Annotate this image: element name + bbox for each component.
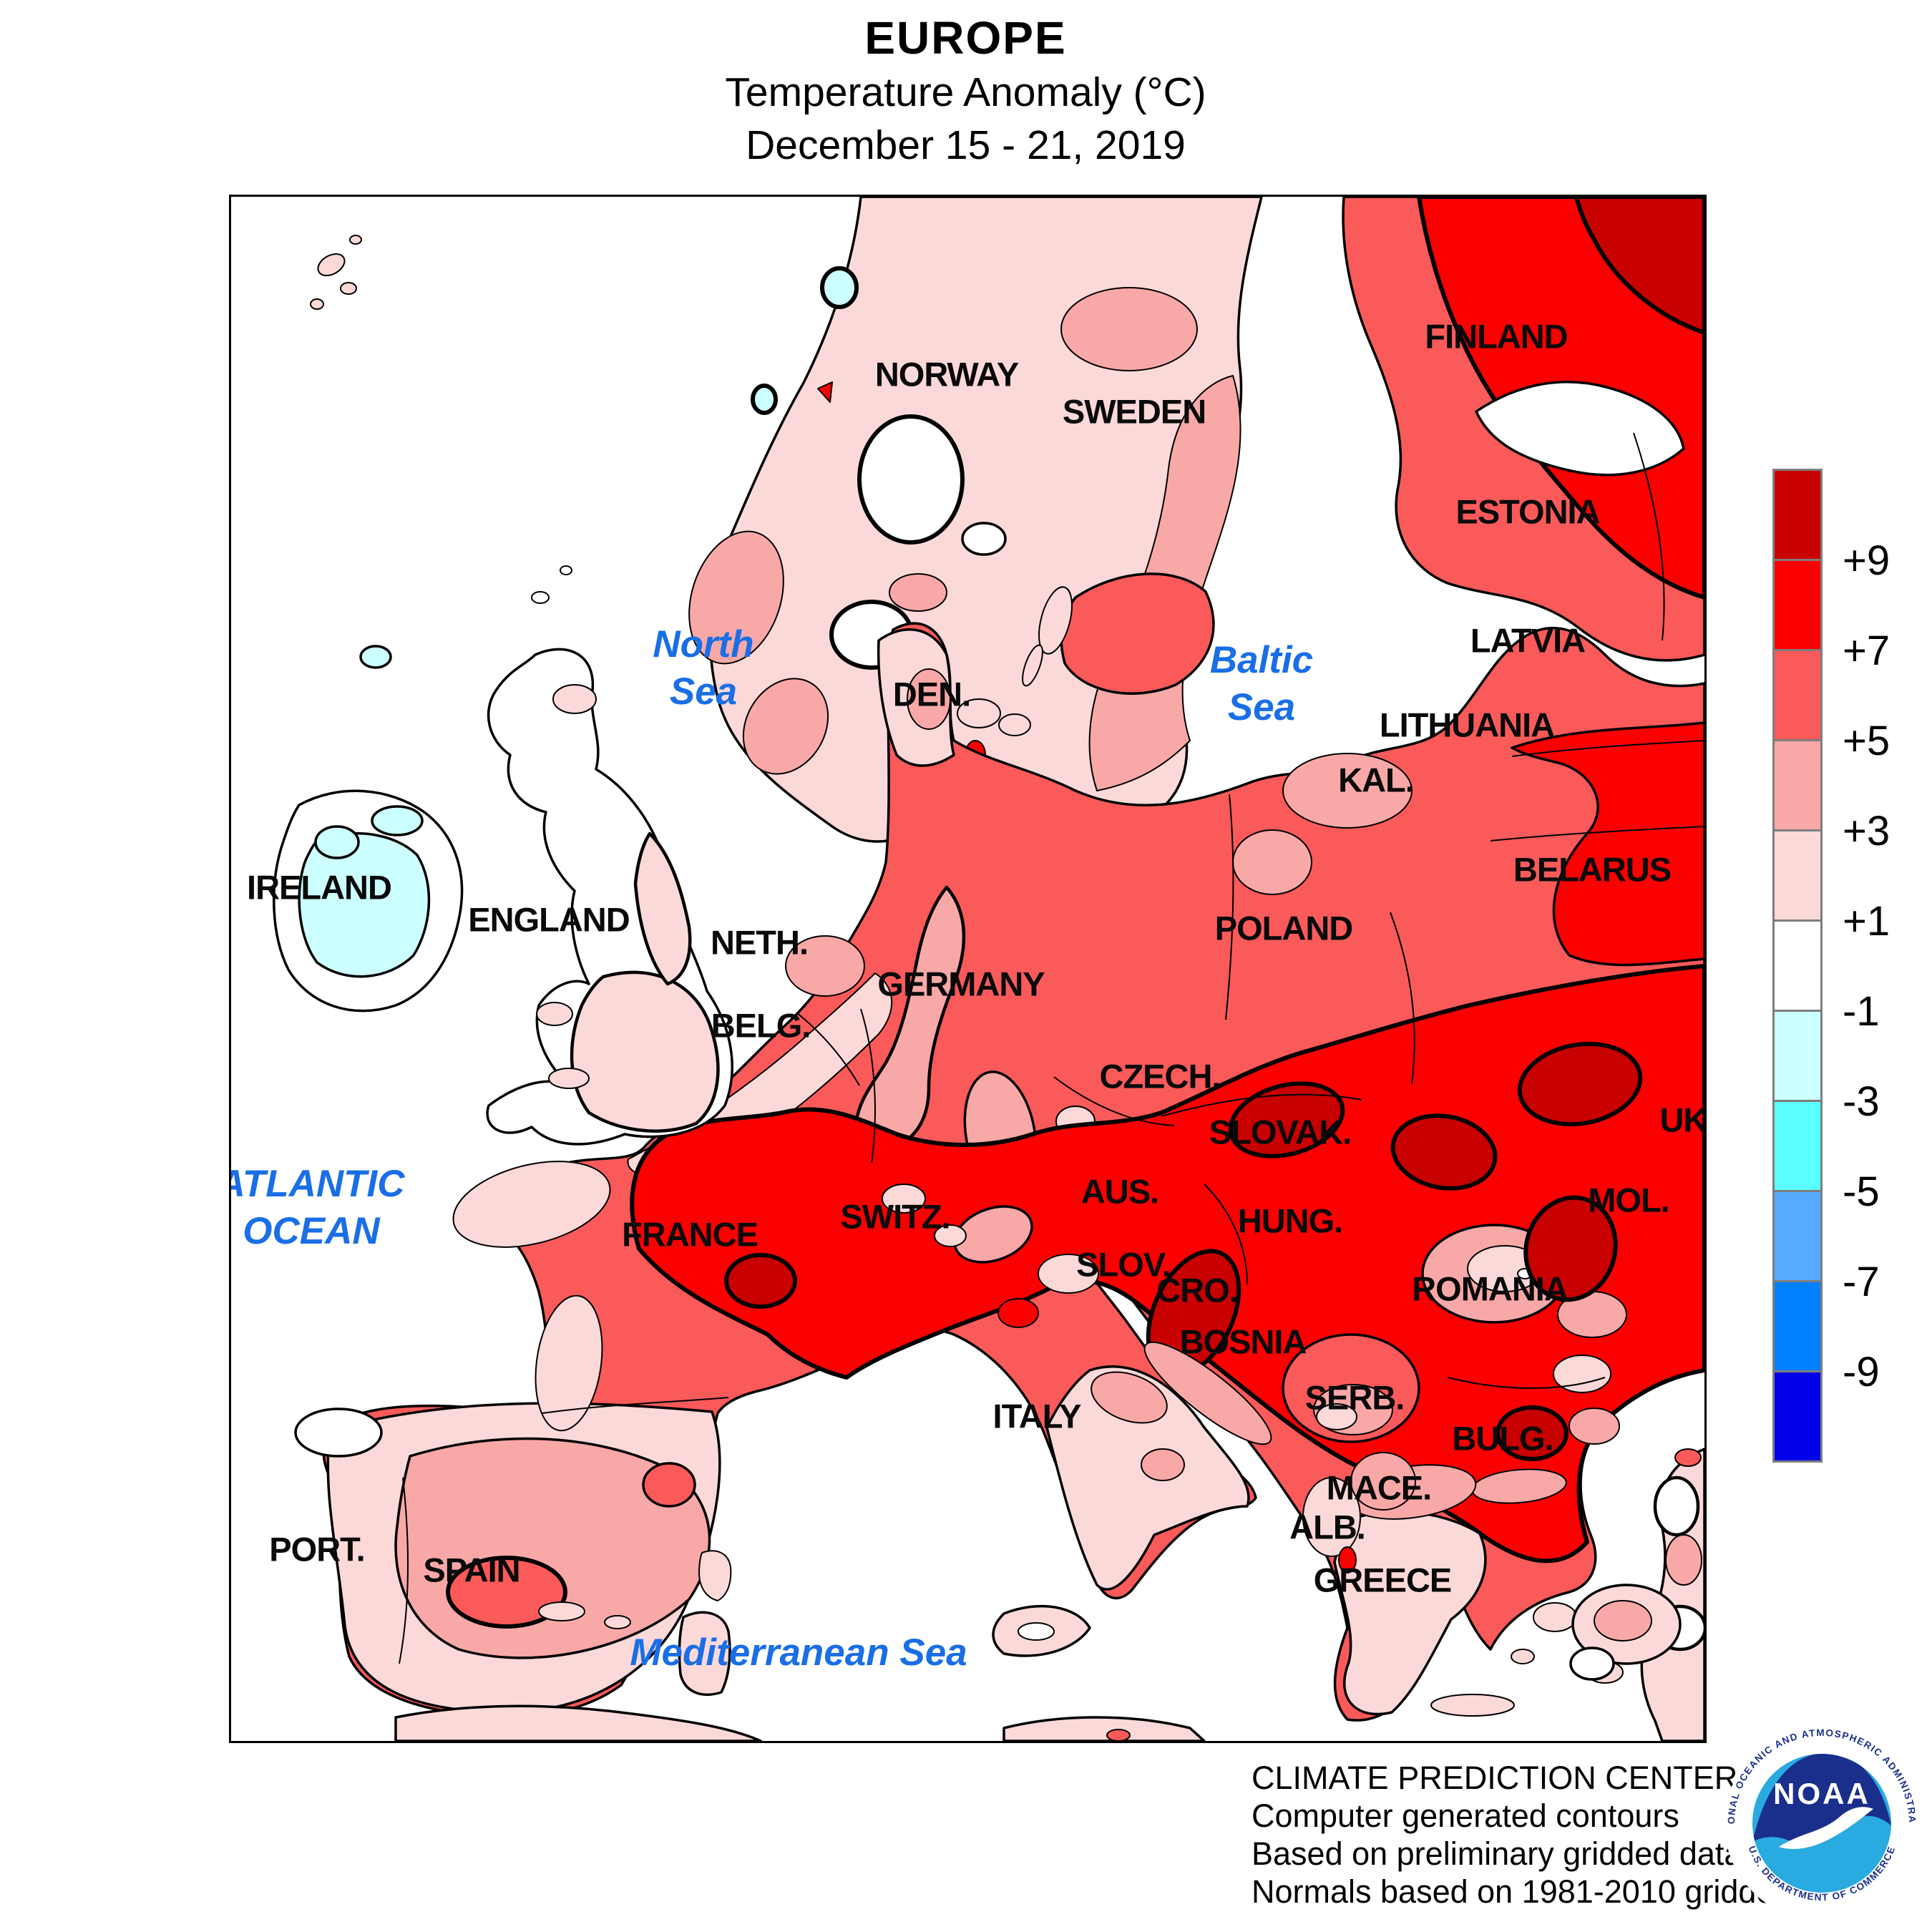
- subtitle-variable: Temperature Anomaly (°C): [725, 69, 1206, 115]
- country-label-alb: ALB.: [1289, 1508, 1366, 1546]
- subtitle-daterange: December 15 - 21, 2019: [746, 122, 1186, 168]
- logo-sky: [1752, 1754, 1891, 1845]
- ireland-cold-interior: [298, 831, 431, 978]
- legend-tick--7: -7: [1843, 1259, 1880, 1305]
- legend-swatch-9: [1775, 1282, 1820, 1372]
- country-label-port: PORT.: [269, 1530, 365, 1568]
- sea-label-atlanticocean: ATLANTIC OCEAN: [229, 1162, 405, 1252]
- country-label-serb: SERB.: [1304, 1378, 1405, 1417]
- region-faroe-islands: [310, 235, 362, 310]
- country-label-lithuania: LITHUANIA: [1379, 706, 1555, 744]
- noaa-logo: NOAA NATIONAL OCEANIC AND ATMOSPHERIC AD…: [1720, 1722, 1919, 1921]
- lakes-region: [1475, 381, 1685, 477]
- title-block: EUROPE Temperature Anomaly (°C) December…: [229, 10, 1702, 172]
- legend-swatch-2: [1775, 651, 1820, 741]
- country-label-hung: HUNG.: [1237, 1201, 1343, 1240]
- anomaly-legend: +9 +7 +5 +3 +1 -1 -3 -5 -7 -9: [1772, 469, 1932, 1506]
- credit-line-2: Computer generated contours: [1252, 1797, 1679, 1834]
- legend-swatch-0: [1775, 471, 1820, 561]
- logo-wordmark: NOAA: [1773, 1777, 1870, 1810]
- map-canvas: [231, 197, 1704, 1741]
- map-labels-layer: NORWAY SWEDEN FINLAND ESTONIA LATVIA LITHUANI…: [231, 197, 1704, 1741]
- legend-swatch-1: [1775, 561, 1820, 651]
- country-label-czech: CZECH.: [1099, 1057, 1221, 1096]
- legend-tick-+5: +5: [1843, 718, 1890, 764]
- legend-tick-+9: +9: [1843, 537, 1890, 584]
- africa-coast: [1002, 1716, 1206, 1741]
- logo-bird-icon: [1779, 1807, 1873, 1849]
- crete: [1430, 1694, 1515, 1717]
- country-label-mol: MOL.: [1588, 1181, 1669, 1219]
- legend-swatch-5: [1775, 922, 1820, 1012]
- country-label-kal: KAL.: [1338, 761, 1415, 799]
- sea-label-northsea: North Sea: [653, 623, 754, 713]
- legend-swatch-8: [1775, 1192, 1820, 1282]
- country-label-estonia: ESTONIA: [1455, 492, 1600, 531]
- legend-swatch-7: [1775, 1102, 1820, 1192]
- country-label-romania: ROMANIA: [1412, 1269, 1568, 1308]
- country-label-ukraine: UKRAINE: [1659, 1101, 1707, 1139]
- spain-warm-core: [446, 1556, 567, 1629]
- country-label-greece: GREECE: [1313, 1561, 1452, 1599]
- country-label-poland: POLAND: [1214, 909, 1353, 947]
- country-label-slovak: SLOVAK.: [1209, 1113, 1352, 1151]
- country-label-belg: BELG.: [711, 1006, 811, 1045]
- region-scandinavia: [688, 197, 1263, 843]
- legend-swatch-3: [1775, 741, 1820, 831]
- region-continent: [294, 622, 1704, 1722]
- legend-tick-+7: +7: [1843, 628, 1890, 674]
- country-label-finland: FINLAND: [1425, 317, 1568, 356]
- country-label-belarus: BELARUS: [1513, 850, 1672, 889]
- sardinia: [678, 1611, 731, 1696]
- sea-label-mediterraneansea: Mediterranean Sea: [630, 1631, 967, 1674]
- country-label-italy: ITALY: [992, 1397, 1082, 1435]
- hot-cores: [724, 1041, 1643, 1461]
- country-label-neth: NETH.: [711, 923, 809, 962]
- country-label-switz: SWITZ.: [840, 1197, 950, 1236]
- country-label-den: DEN.: [892, 675, 971, 713]
- country-label-ireland: IRELAND: [247, 868, 392, 907]
- page-title: EUROPE: [864, 12, 1067, 64]
- norway-cold-spot: [820, 266, 859, 309]
- legend-swatch-10: [1775, 1372, 1820, 1460]
- country-label-bosnia: BOSNIA: [1179, 1322, 1307, 1361]
- legend-colorbar: [1772, 469, 1823, 1463]
- legend-swatch-6: [1775, 1012, 1820, 1102]
- legend-swatch-4: [1775, 831, 1820, 922]
- logo-emblem: NOAA: [1752, 1754, 1891, 1893]
- legend-tick--3: -3: [1843, 1078, 1880, 1125]
- country-label-latvia: LATVIA: [1470, 621, 1586, 660]
- region-british-isles: [273, 565, 733, 1146]
- sea-label-balticsea: Baltic Sea: [1209, 638, 1314, 728]
- country-label-aus: AUS.: [1080, 1172, 1159, 1211]
- legend-tick--5: -5: [1843, 1169, 1880, 1215]
- region-islands: [394, 586, 1704, 1741]
- country-label-cro: CRO.: [1156, 1271, 1238, 1309]
- country-borders: [399, 740, 1704, 1664]
- country-label-france: FRANCE: [622, 1215, 758, 1254]
- credits-block: CLIMATE PREDICTION CENTER, NOAA Computer …: [1252, 1759, 1864, 1911]
- legend-tick-+3: +3: [1843, 808, 1890, 854]
- corsica: [698, 1550, 732, 1601]
- legend-tick--9: -9: [1843, 1349, 1880, 1395]
- legend-tick--1: -1: [1843, 988, 1880, 1035]
- europe-anomaly-map: NORWAY SWEDEN FINLAND ESTONIA LATVIA LITHUANI…: [229, 195, 1707, 1743]
- country-label-slov: SLOV.: [1076, 1245, 1171, 1284]
- region-finland-russia: [1342, 197, 1704, 662]
- norway-cold-spot: [751, 384, 778, 415]
- credit-line-3: Based on preliminary gridded data: [1252, 1835, 1742, 1872]
- country-label-spain: SPAIN: [423, 1551, 520, 1589]
- country-label-england: ENGLAND: [468, 900, 630, 939]
- country-label-germany: GERMANY: [877, 965, 1045, 1003]
- country-label-sweden: SWEDEN: [1062, 392, 1206, 431]
- africa-coast: [394, 1704, 762, 1741]
- country-label-mace: MACE.: [1326, 1468, 1432, 1507]
- country-label-norway: NORWAY: [874, 355, 1019, 394]
- legend-tick-+1: +1: [1843, 898, 1890, 945]
- country-label-bulg: BULG.: [1452, 1419, 1553, 1458]
